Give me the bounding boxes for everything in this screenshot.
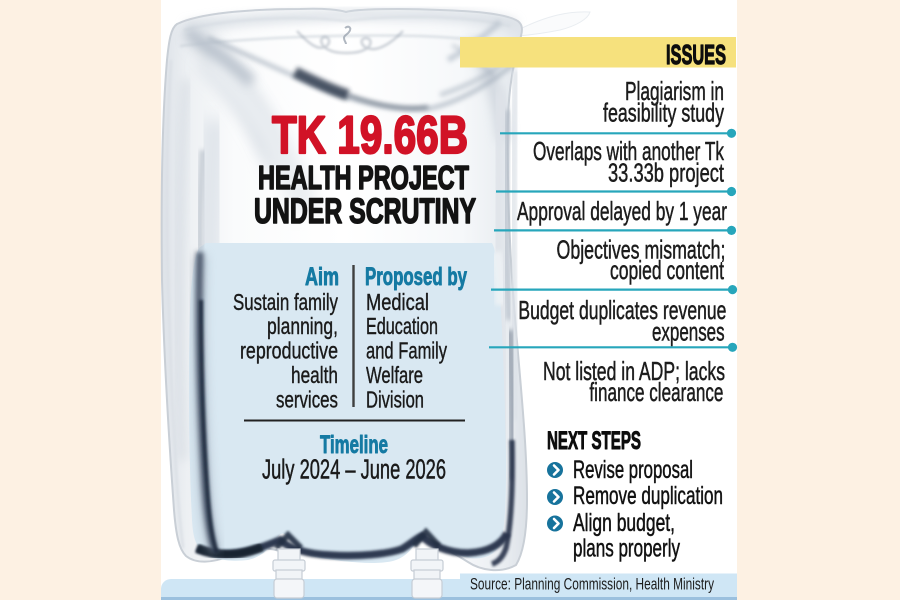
svg-text:Division: Division [366, 386, 424, 412]
svg-text:reproductive: reproductive [240, 338, 338, 364]
svg-text:plans properly: plans properly [573, 536, 680, 563]
svg-text:TK 19.66B: TK 19.66B [272, 106, 468, 165]
svg-text:HEALTH PROJECT: HEALTH PROJECT [258, 160, 469, 197]
svg-text:NEXT STEPS: NEXT STEPS [547, 427, 641, 455]
svg-text:finance clearance: finance clearance [589, 377, 723, 407]
svg-text:Medical: Medical [366, 289, 429, 315]
svg-text:services: services [276, 386, 338, 412]
svg-text:Revise proposal: Revise proposal [573, 457, 693, 484]
svg-text:Proposed by: Proposed by [365, 264, 467, 291]
svg-text:Budget duplicates revenue: Budget duplicates revenue [518, 295, 726, 325]
svg-text:feasibility study: feasibility study [603, 97, 724, 127]
svg-text:Source: Planning Commission, H: Source: Planning Commission, Health Mini… [470, 576, 715, 594]
svg-text:Plagiarism in: Plagiarism in [625, 76, 724, 106]
svg-text:Approval delayed by 1 year: Approval delayed by 1 year [517, 196, 727, 226]
svg-text:and Family: and Family [366, 338, 447, 364]
svg-text:Welfare: Welfare [366, 362, 423, 388]
svg-text:Timeline: Timeline [320, 432, 388, 459]
svg-text:Align budget,: Align budget, [573, 510, 675, 537]
svg-text:July 2024 – June 2026: July 2024 – June 2026 [262, 453, 446, 484]
svg-text:expenses: expenses [652, 316, 725, 346]
svg-text:copied content: copied content [610, 255, 725, 285]
svg-text:planning,: planning, [267, 313, 338, 339]
svg-text:Not listed in ADP; lacks: Not listed in ADP; lacks [543, 356, 725, 386]
svg-text:Aim: Aim [305, 264, 339, 291]
svg-text:health: health [291, 362, 338, 388]
svg-text:Overlaps with another Tk: Overlaps with another Tk [533, 136, 725, 166]
svg-text:Education: Education [366, 313, 438, 339]
svg-text:33.33b project: 33.33b project [608, 157, 725, 187]
svg-text:Sustain family: Sustain family [233, 289, 338, 315]
svg-text:ISSUES: ISSUES [666, 39, 726, 70]
svg-text:Objectives mismatch;: Objectives mismatch; [557, 235, 726, 265]
svg-text:UNDER SCRUTINY: UNDER SCRUTINY [254, 192, 476, 231]
svg-text:Remove duplication: Remove duplication [573, 483, 723, 510]
